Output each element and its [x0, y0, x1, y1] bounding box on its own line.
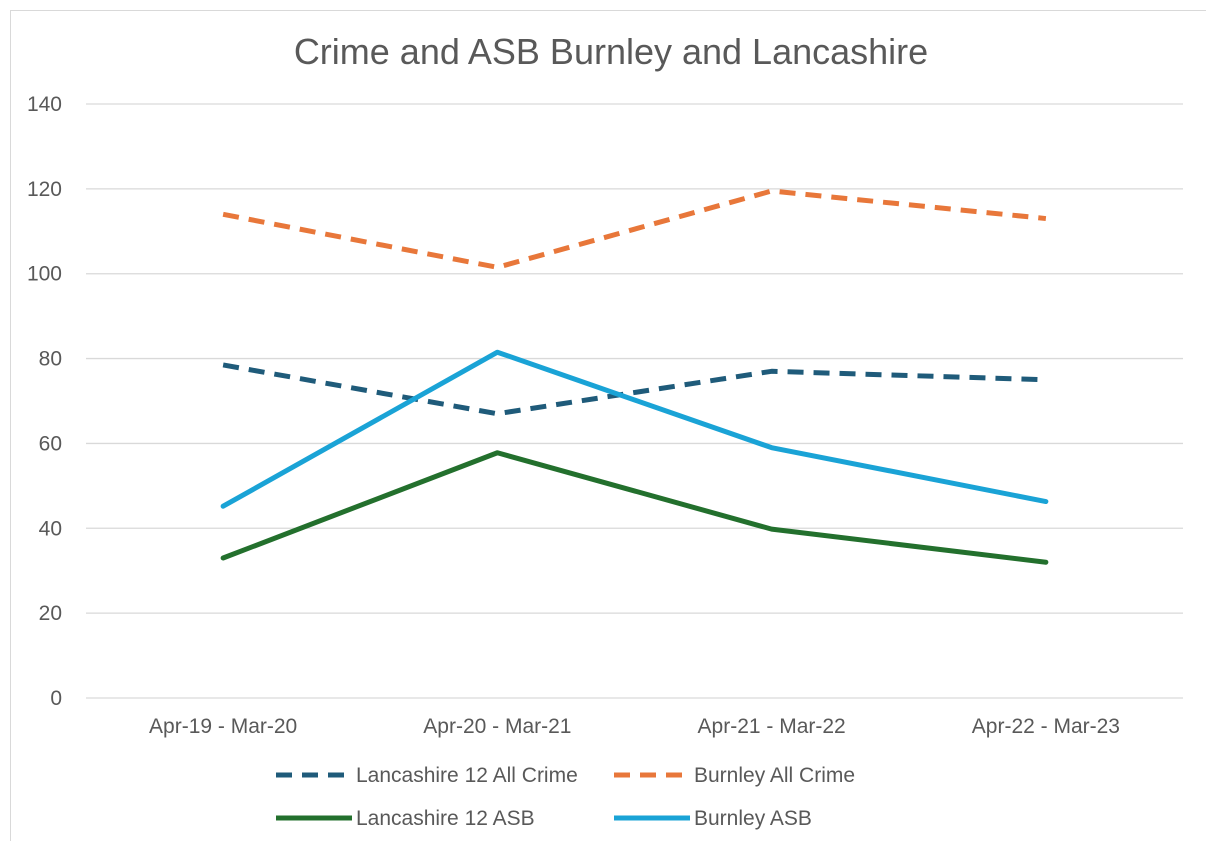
x-tick-label: Apr-20 - Mar-21: [423, 715, 571, 738]
y-axis: 0 20 40 60 80 100 120 140: [27, 93, 62, 710]
series-line-2: [220, 450, 1049, 565]
legend-label-1: Burnley All Crime: [694, 764, 855, 787]
legend-label-3: Burnley ASB: [694, 807, 812, 830]
y-tick-label: 120: [27, 178, 62, 201]
chart-title: Crime and ASB Burnley and Lancashire: [294, 31, 928, 72]
series-line-1: [222, 188, 1047, 270]
x-tick-label: Apr-21 - Mar-22: [698, 715, 846, 738]
y-tick-label: 80: [39, 348, 62, 371]
x-tick-label: Apr-19 - Mar-20: [149, 715, 297, 738]
x-tick-label: Apr-22 - Mar-23: [972, 715, 1120, 738]
y-tick-label: 0: [50, 687, 62, 710]
x-axis: Apr-19 - Mar-20 Apr-20 - Mar-21 Apr-21 - M…: [149, 715, 1120, 738]
legend: Lancashire 12 All Crime Burnley All Crime…: [276, 764, 855, 830]
y-tick-label: 140: [27, 93, 62, 116]
y-tick-label: 100: [27, 263, 62, 286]
chart-frame: [10, 10, 1206, 841]
legend-label-0: Lancashire 12 All Crime: [356, 764, 578, 787]
y-tick-label: 20: [39, 602, 62, 625]
series-line-3: [220, 349, 1049, 509]
y-tick-label: 60: [39, 432, 62, 455]
legend-label-2: Lancashire 12 ASB: [356, 807, 535, 830]
series-line-0: [222, 362, 1046, 417]
y-tick-label: 40: [39, 517, 62, 540]
gridlines: [86, 103, 1183, 699]
series-lines: [220, 188, 1049, 565]
